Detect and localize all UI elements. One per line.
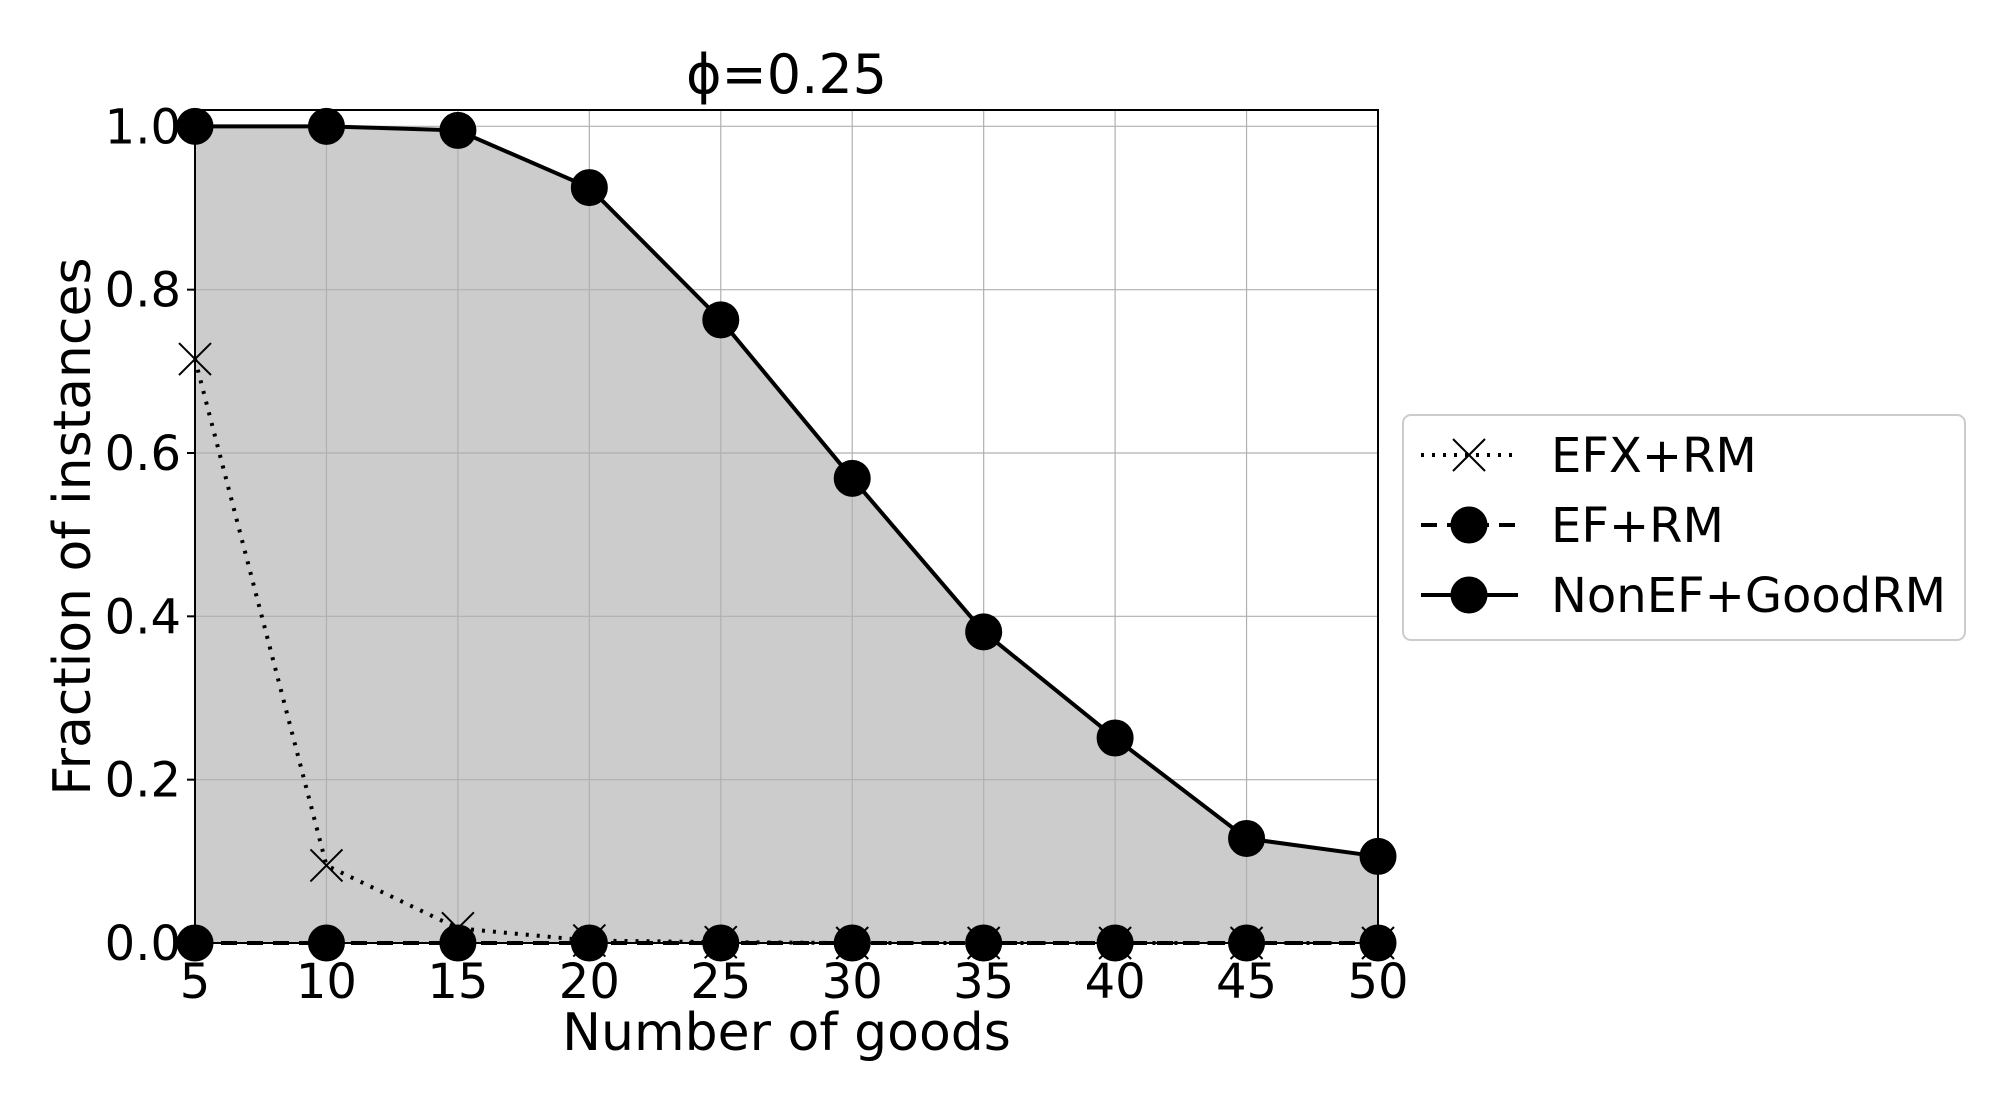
tick-layer: 5 10 15 20 25 30 35 40 45 50 0.0 0.2 0.4 0.6 0.8 1.0 — [105, 99, 1409, 1010]
data-point-nonef-goodrm — [702, 301, 740, 339]
y-tick-label: 0.4 — [105, 589, 181, 645]
x-tick-label: 35 — [953, 954, 1014, 1010]
x-tick-label: 25 — [690, 954, 751, 1010]
legend-label-nonef-goodrm: NonEF+GoodRM — [1551, 568, 1946, 624]
x-tick-label: 5 — [180, 954, 211, 1010]
legend-label-efx-rm: EFX+RM — [1551, 428, 1757, 484]
series-line-nonef-goodrm — [195, 124, 1379, 859]
y-tick-label: 0.8 — [105, 263, 181, 319]
data-point-efx-rm — [309, 848, 344, 883]
y-tick-label: 1.0 — [105, 99, 181, 155]
y-tick-label: 0.6 — [105, 426, 181, 482]
legend: EFX+RM EF+RM NonEF+GoodRM — [1402, 414, 1966, 641]
y-axis-label: Fraction of instances — [43, 257, 103, 795]
legend-box — [1402, 414, 1966, 641]
series-line-efx-rm — [193, 358, 1378, 945]
legend-marker-ef-rm — [1450, 506, 1488, 544]
data-point-nonef-goodrm — [307, 107, 345, 145]
plot-frame — [194, 109, 1379, 944]
legend-marker-nonef-goodrm — [1450, 576, 1488, 614]
x-tick-label: 45 — [1216, 954, 1277, 1010]
y-tick-label: 0.0 — [105, 916, 181, 972]
data-point-nonef-goodrm — [1228, 819, 1266, 857]
legend-label-ef-rm: EF+RM — [1551, 498, 1724, 554]
y-tick-label: 0.2 — [105, 753, 181, 809]
data-point-nonef-goodrm — [1096, 719, 1134, 757]
x-tick-label: 40 — [1085, 954, 1146, 1010]
data-point-nonef-goodrm — [570, 169, 608, 207]
x-tick-label: 15 — [427, 954, 488, 1010]
shaded-area-layer — [195, 126, 1378, 944]
x-tick-label: 10 — [296, 954, 357, 1010]
x-marker-stroke — [1452, 438, 1486, 472]
shaded-area — [195, 126, 1378, 944]
x-tick-label: 20 — [559, 954, 620, 1010]
x-marker-stroke — [309, 848, 344, 883]
legend-marker-efx-rm — [1452, 438, 1486, 472]
x-tick-label: 50 — [1347, 954, 1408, 1010]
x-axis-label: Number of goods — [562, 1003, 1011, 1063]
data-point-nonef-goodrm — [439, 111, 477, 149]
x-tick-label: 30 — [822, 954, 883, 1010]
data-point-nonef-goodrm — [833, 459, 871, 497]
chart-title: ϕ=0.25 — [686, 43, 887, 106]
data-point-nonef-goodrm — [965, 613, 1003, 651]
